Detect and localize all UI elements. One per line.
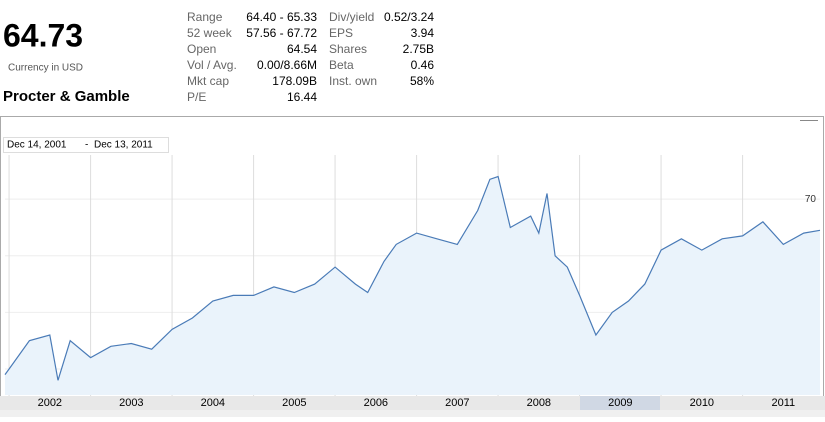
price: 64.73 <box>3 17 83 53</box>
x-tick-label: 2003 <box>119 397 143 409</box>
x-tick-label: 2007 <box>445 397 469 409</box>
stat-value: 16.44 <box>287 90 317 104</box>
stat-value: 64.54 <box>287 42 317 56</box>
stat-value: 0.52/3.24 <box>384 10 434 24</box>
stat-label: Vol / Avg. <box>187 58 237 72</box>
stat-value: 58% <box>410 74 434 88</box>
stat-label: 52 week <box>187 26 233 40</box>
scrollbar[interactable] <box>0 410 825 417</box>
stat-label: Range <box>187 10 223 24</box>
x-tick-label: 2011 <box>771 397 795 409</box>
stat-label: Open <box>187 42 216 56</box>
x-tick-label: 2010 <box>690 397 714 409</box>
area <box>5 176 820 395</box>
range-separator: - <box>85 140 88 151</box>
x-tick-label: 2002 <box>38 397 62 409</box>
stat-value: 2.75B <box>403 42 434 56</box>
company-name: Procter & Gamble <box>3 88 130 105</box>
currency: Currency in USD <box>8 63 83 74</box>
year-strip-highlight <box>580 396 660 410</box>
range-end[interactable]: Dec 13, 2011 <box>94 140 153 151</box>
stat-value: 0.46 <box>411 58 435 72</box>
stat-label: Div/yield <box>329 10 374 24</box>
price-line <box>4 175 821 381</box>
stat-label: Beta <box>329 58 354 72</box>
plot: 40506070 <box>4 155 821 410</box>
x-tick-label: 2004 <box>201 397 225 409</box>
x-labels: 2002 2003 2004 2005 2006 2007 2008 2009 2010 2011 <box>38 397 796 409</box>
stat-label: Mkt cap <box>187 74 229 88</box>
stat-value: 178.09B <box>272 74 317 88</box>
x-tick-label: 2006 <box>364 397 388 409</box>
stat-value: 57.56 - 67.72 <box>246 26 317 40</box>
range-start[interactable]: Dec 14, 2001 <box>7 140 67 151</box>
stat-value: 64.40 - 65.33 <box>246 10 317 24</box>
stat-label: EPS <box>329 26 353 40</box>
stat-value: 3.94 <box>411 26 435 40</box>
stat-label: Shares <box>329 42 367 56</box>
x-tick-label: 2005 <box>282 397 306 409</box>
x-tick-label: 2008 <box>527 397 551 409</box>
stat-label: Inst. own <box>329 74 377 88</box>
x-tick-label: 2009 <box>608 397 632 409</box>
stat-value: 0.00/8.66M <box>257 58 317 72</box>
date-range-box[interactable] <box>3 137 169 153</box>
stat-label: P/E <box>187 90 206 104</box>
stats: Range 64.40 - 65.33 52 week 57.56 - 67.72 Op… <box>187 10 434 104</box>
y-tick-label: 70 <box>805 194 817 205</box>
